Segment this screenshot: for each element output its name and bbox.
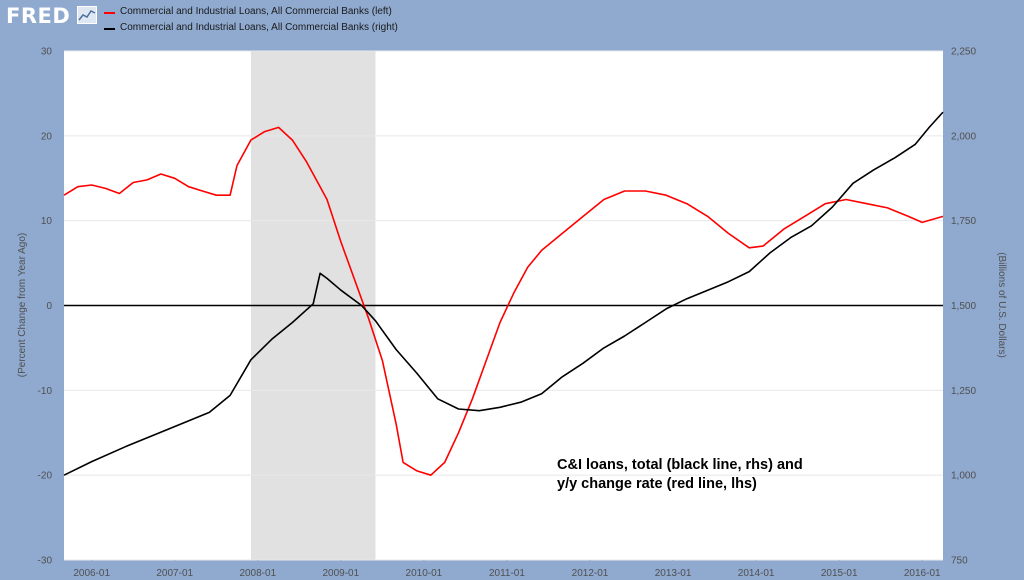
right-axis-ticks: 2,250 2,000 1,750 1,500 1,250 1,000 750 <box>951 47 976 567</box>
fred-logo: FRED <box>6 4 71 28</box>
series-layer <box>63 111 944 477</box>
left-tick-label: 30 <box>41 47 53 58</box>
left-axis-ticks: 30 20 10 0 -10 -20 -30 <box>38 47 53 567</box>
left-tick-label: 10 <box>41 216 53 227</box>
legend-label-right-series: Commercial and Industrial Loans, All Com… <box>120 22 398 33</box>
legend-swatch-red <box>104 12 115 14</box>
right-tick-label: 1,000 <box>951 471 976 482</box>
left-tick-label: -30 <box>38 556 53 567</box>
annotation-line-1: C&I loans, total (black line, rhs) and <box>557 457 803 473</box>
left-tick-label: 20 <box>41 131 53 142</box>
legend-swatch-black <box>104 28 115 30</box>
trend-chart-icon <box>77 6 97 24</box>
left-tick-label: -10 <box>38 386 53 397</box>
x-tick-label: 2007-01 <box>156 568 193 579</box>
x-tick-label: 2006-01 <box>73 568 110 579</box>
x-tick-label: 2012-01 <box>572 568 609 579</box>
x-tick-label: 2014-01 <box>738 568 775 579</box>
x-tick-label: 2008-01 <box>239 568 276 579</box>
x-tick-label: 2011-01 <box>489 568 525 579</box>
left-tick-label: 0 <box>46 301 52 312</box>
right-axis-title: (Billions of U.S. Dollars) <box>996 252 1007 358</box>
x-tick-label: 2013-01 <box>655 568 692 579</box>
right-tick-label: 1,500 <box>951 301 976 312</box>
right-tick-label: 750 <box>951 556 968 567</box>
series-line-yoy-change <box>63 126 944 477</box>
left-axis-title: (Percent Change from Year Ago) <box>17 233 28 378</box>
series-line-total-loans <box>63 111 944 476</box>
right-tick-label: 1,250 <box>951 386 976 397</box>
right-tick-label: 1,750 <box>951 216 976 227</box>
x-tick-label: 2009-01 <box>322 568 359 579</box>
x-tick-label: 2016-01 <box>904 568 941 579</box>
x-tick-label: 2015-01 <box>821 568 858 579</box>
right-tick-label: 2,000 <box>951 131 976 142</box>
chart-header: FRED Commercial and Industrial Loans, Al… <box>0 0 1024 44</box>
annotation-line-2: y/y change rate (red line, lhs) <box>557 476 757 492</box>
right-tick-label: 2,250 <box>951 47 976 58</box>
x-tick-label: 2010-01 <box>406 568 443 579</box>
left-tick-label: -20 <box>38 471 53 482</box>
legend-label-left-series: Commercial and Industrial Loans, All Com… <box>120 6 392 17</box>
x-axis-ticks: 2006-01 2007-01 2008-01 2009-01 2010-01 2011-… <box>73 560 941 579</box>
